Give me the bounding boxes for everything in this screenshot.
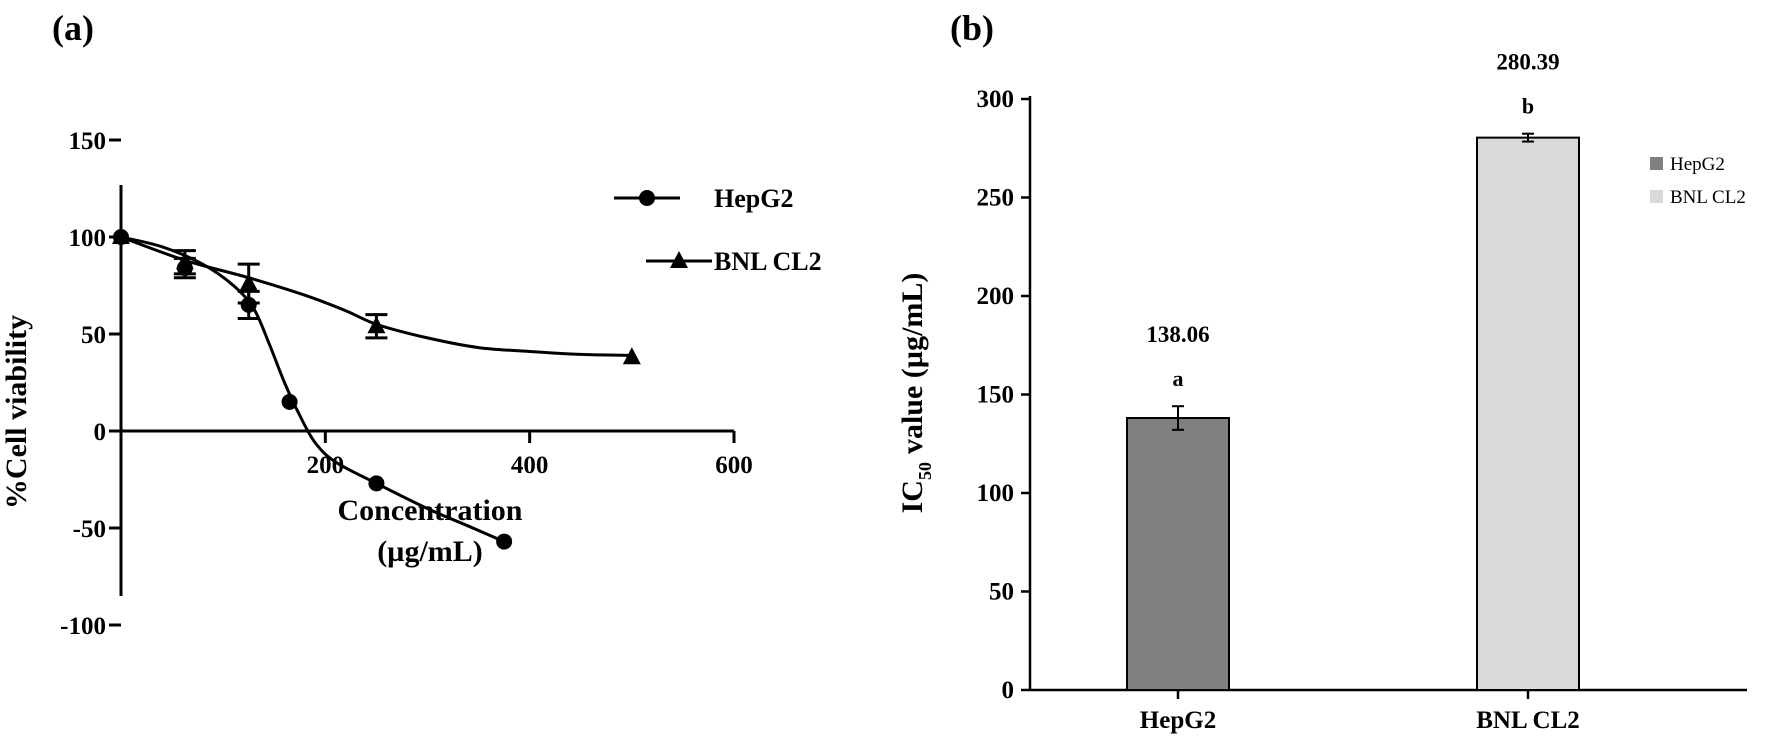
b-y-tick-label: 100 [977, 480, 1015, 507]
a-plot-area [112, 227, 641, 550]
a-point-hepg2 [281, 393, 298, 410]
a-x-ticks: 200 400 600 [307, 431, 753, 479]
a-x-tick-label: 600 [715, 452, 753, 479]
a-legend-marker-triangle [670, 251, 688, 268]
a-legend-label-bnl: BNL CL2 [714, 247, 822, 276]
b-legend-label-bnl: BNL CL2 [1670, 187, 1746, 208]
b-y-tick-label: 50 [989, 579, 1014, 606]
a-y-ticks: 150 100 50 0 -50 -100 [60, 128, 121, 640]
b-significance-hepg2: a [1173, 366, 1184, 391]
b-y-tick-label: 0 [1002, 677, 1015, 704]
b-y-tick-label: 150 [977, 382, 1015, 409]
b-value-label-hepg2: 138.06 [1146, 322, 1209, 347]
a-x-axis-title-line2: (µg/mL) [377, 535, 483, 568]
b-ylabel-rest: value (µg/mL) [896, 273, 929, 454]
panel-a-label: (a) [52, 8, 94, 48]
b-ylabel-main: IC [896, 480, 929, 513]
a-y-tick-label: 50 [81, 322, 106, 349]
panel-b: (b) 300 250 200 150 100 50 0 a 138.06 HepG2 b 280.… [896, 8, 1747, 734]
b-value-label-bnl-cl2: 280.39 [1496, 50, 1559, 75]
a-x-tick-label: 200 [307, 452, 345, 479]
a-point-bnl-cl2 [367, 316, 386, 334]
b-y-tick-label: 200 [977, 283, 1015, 310]
a-y-axis-title: %Cell viability [0, 315, 33, 509]
a-legend-marker-circle [639, 190, 655, 206]
a-point-bnl-cl2 [175, 252, 194, 270]
a-legend: HepG2 BNL CL2 [614, 184, 822, 276]
b-y-ticks: 300 250 200 150 100 50 0 [977, 86, 1030, 704]
a-point-bnl-cl2 [112, 227, 130, 244]
b-legend-swatch-bnl [1650, 190, 1663, 203]
panel-b-label: (b) [950, 8, 994, 48]
b-x-tick-label-hepg2: HepG2 [1140, 707, 1216, 734]
panel-a: (a) 150 100 50 0 -50 -100 200 400 600 %Cell via… [0, 8, 822, 640]
a-point-hepg2 [368, 475, 385, 492]
a-y-tick-label: -100 [60, 613, 106, 640]
a-point-bnl-cl2 [239, 273, 258, 291]
b-legend-swatch-hepg2 [1650, 157, 1663, 170]
a-legend-label-hepg2: HepG2 [714, 184, 793, 213]
b-legend-label-hepg2: HepG2 [1670, 154, 1725, 175]
b-legend: HepG2 BNL CL2 [1650, 154, 1746, 208]
a-y-tick-label: 100 [69, 225, 107, 252]
b-y-axis-title: IC50 value (µg/mL) [896, 273, 935, 514]
a-y-tick-label: 150 [69, 128, 107, 155]
b-y-tick-label: 250 [977, 185, 1015, 212]
a-y-tick-label: -50 [73, 516, 106, 543]
b-bar-bnl-cl2 [1476, 136, 1580, 691]
a-y-tick-label: 0 [94, 419, 107, 446]
b-ylabel-sub: 50 [915, 462, 935, 480]
a-point-hepg2 [240, 296, 257, 313]
b-bar-hepg2 [1126, 417, 1230, 691]
b-bars: a 138.06 HepG2 b 280.39 BNL CL2 [1126, 50, 1580, 734]
b-significance-bnl-cl2: b [1522, 94, 1534, 119]
a-x-tick-label: 400 [511, 452, 549, 479]
b-x-tick-label-bnl-cl2: BNL CL2 [1476, 707, 1580, 734]
a-x-axis-title-line1: Concentration [338, 494, 523, 527]
a-point-bnl-cl2 [622, 347, 641, 365]
b-y-tick-label: 300 [977, 86, 1015, 113]
a-point-hepg2 [496, 533, 513, 550]
